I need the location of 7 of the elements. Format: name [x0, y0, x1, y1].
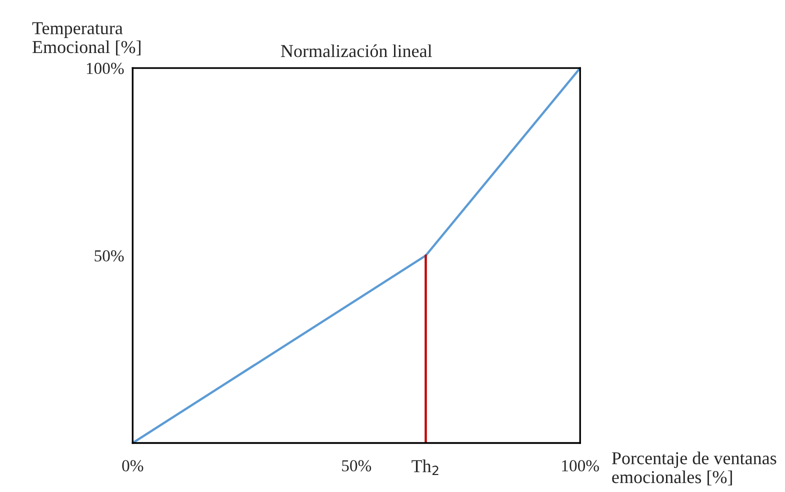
x-tick-label: 50%	[342, 460, 372, 472]
x-axis-title: Porcentaje de ventanas emocionales [%]	[612, 452, 776, 486]
x-tick-label: 100%	[562, 460, 599, 472]
y-axis-title: Temperatura Emocional [%]	[32, 22, 140, 56]
annotation: Th$_{2}$	[412, 460, 438, 476]
x-tick-label: 0%	[122, 460, 144, 472]
chart-title: Normalización lineal	[280, 44, 432, 58]
